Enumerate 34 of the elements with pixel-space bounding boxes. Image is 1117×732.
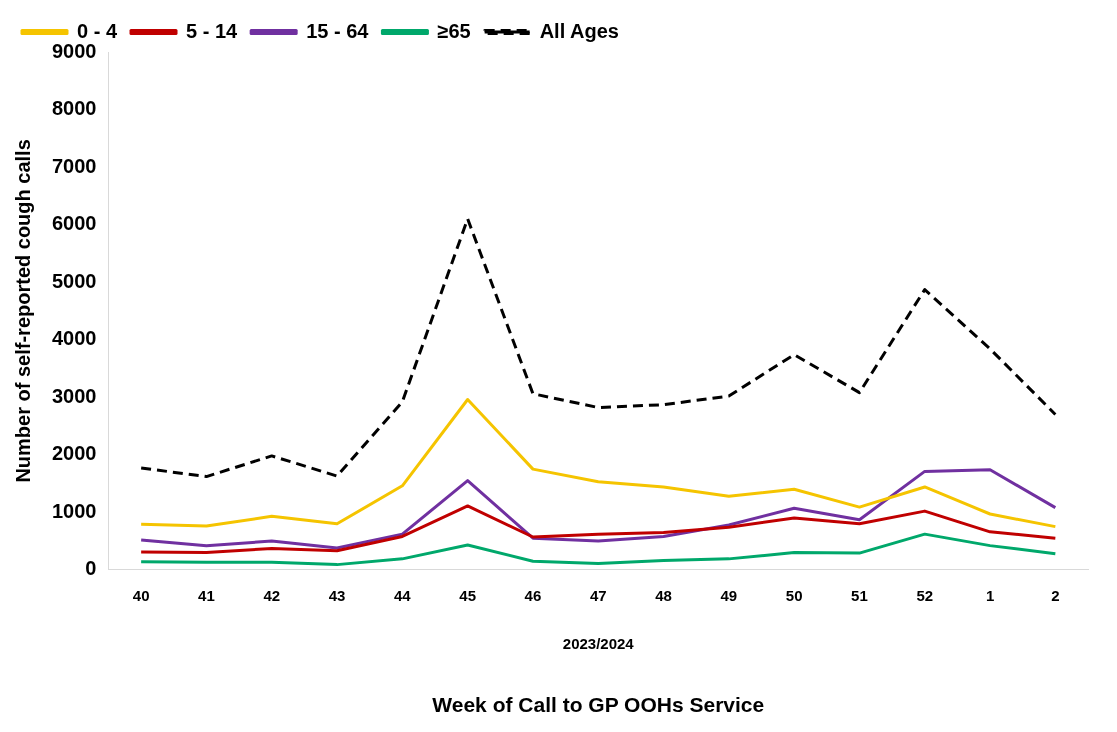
y-tick-label: 3000 <box>51 384 97 407</box>
x-tick-label: 41 <box>198 586 215 604</box>
x-tick-label: 44 <box>394 586 412 604</box>
x-tick-label: 40 <box>132 586 150 604</box>
text: 2023/2024 <box>562 634 635 652</box>
x-axis-title: Week of Call to GP OOHs Service <box>432 693 765 717</box>
y-tick-label: 2000 <box>51 442 97 465</box>
y-axis-title: Number of self-reported cough calls <box>11 139 34 483</box>
x-tick-label: 49 <box>720 586 738 604</box>
y-tick-label: 9000 <box>51 39 97 62</box>
legend-label: 15 - 64 <box>306 19 370 42</box>
x-tick-label: 46 <box>524 586 542 604</box>
y-tick-label: 8000 <box>51 97 97 120</box>
y-tick-label: 4000 <box>51 327 97 350</box>
line-series <box>139 217 1057 479</box>
legend-label: 0 - 4 <box>77 19 118 42</box>
legend-label: All Ages <box>539 19 619 42</box>
x-tick-label: 45 <box>459 586 476 604</box>
x-tick-label: 1 <box>985 586 995 604</box>
legend-label: ≥65 <box>437 19 471 42</box>
x-tick-label: 43 <box>328 586 346 604</box>
x-tick-label: 42 <box>263 586 281 604</box>
x-tick-label: 51 <box>851 586 868 604</box>
x-tick-label: 50 <box>785 586 803 604</box>
y-tick-label: 6000 <box>51 212 97 235</box>
x-tick-label: 47 <box>589 586 607 604</box>
y-tick-label: 1000 <box>51 499 97 522</box>
x-tick-label: 48 <box>655 586 672 604</box>
y-tick-label: 7000 <box>51 154 97 177</box>
y-tick-label: 5000 <box>51 269 97 292</box>
x-tick-label: 2 <box>1051 586 1060 604</box>
y-tick-label: 0 <box>85 557 97 580</box>
legend-label: 5 - 14 <box>186 19 239 42</box>
x-tick-label: 52 <box>916 586 934 604</box>
